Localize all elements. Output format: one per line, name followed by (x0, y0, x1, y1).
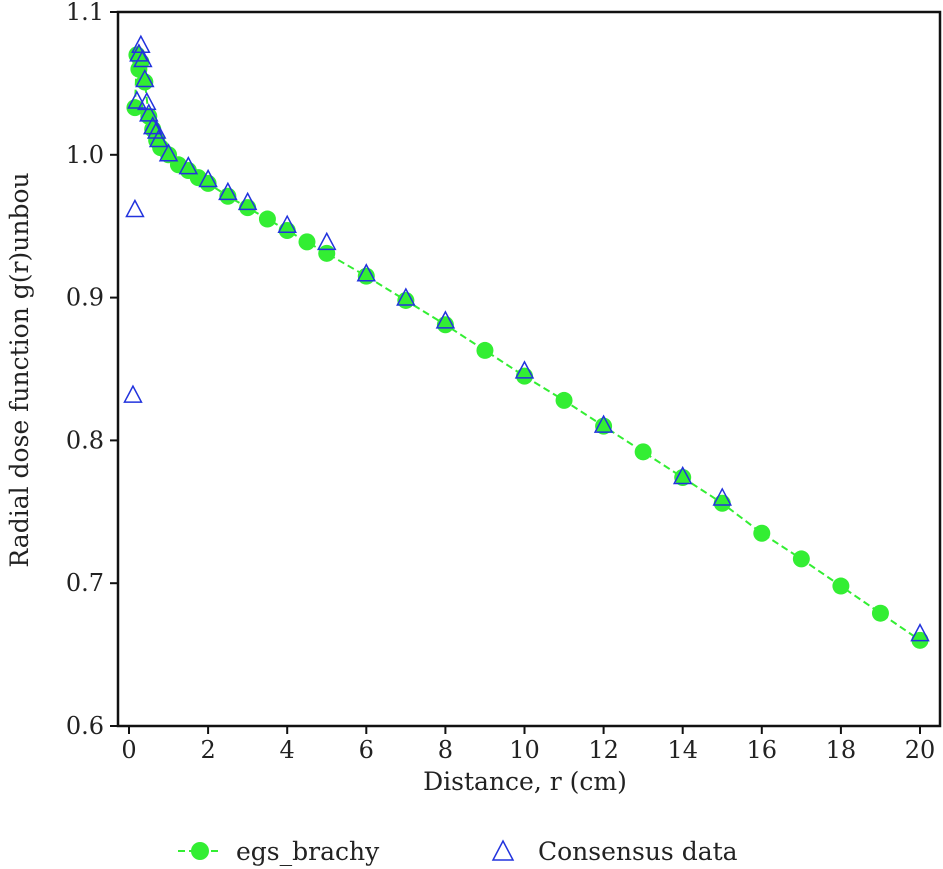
consensus-point (131, 34, 151, 54)
plot-area: 0 2 4 6 8 10 12 14 16 18 20 0.6 0.7 0.8 0.9 1.0 1.1 (66, 0, 942, 764)
y-tick-label: 1.0 (66, 141, 104, 169)
egs-brachy-point (516, 367, 533, 385)
consensus-point (356, 263, 377, 282)
x-tick-label: 16 (747, 736, 778, 764)
consensus-point (910, 623, 930, 642)
egs-brachy-point (476, 341, 494, 359)
egs-brachy-point (674, 469, 692, 487)
y-tick-label: 0.7 (66, 569, 104, 597)
egs-brachy-point (832, 577, 850, 595)
consensus-point (158, 143, 179, 162)
legend-consensus-marker (491, 839, 515, 861)
egs-brachy-point (792, 550, 810, 568)
egs-brachy-point (318, 244, 336, 262)
legend: egs_brachy Consensus data (178, 837, 738, 866)
consensus-point (148, 128, 169, 148)
consensus-point (435, 310, 456, 329)
consensus-point (139, 103, 159, 122)
consensus-point (317, 231, 337, 251)
consensus-point (218, 181, 238, 201)
legend-egs-marker (191, 842, 209, 860)
consensus-point (178, 156, 199, 175)
y-tick-label: 0.6 (66, 712, 104, 740)
consensus-point (277, 214, 297, 233)
x-tick-label: 18 (826, 736, 857, 764)
consensus-point (142, 116, 163, 135)
egs-brachy-point (753, 524, 771, 542)
legend-consensus-label: Consensus data (538, 837, 738, 866)
egs-brachy-point (298, 233, 316, 251)
consensus-point (198, 168, 218, 188)
x-tick-label: 20 (905, 736, 936, 764)
x-tick-label: 8 (438, 736, 453, 764)
egs-brachy-point (278, 221, 296, 239)
egs-brachy-point (132, 53, 150, 71)
x-tick-label: 10 (509, 736, 540, 764)
y-tick-label: 1.1 (66, 0, 104, 26)
egs-brachy-point (595, 417, 613, 435)
consensus-point (127, 90, 147, 109)
consensus-point (125, 198, 145, 218)
consensus-point (712, 487, 732, 506)
consensus-point (237, 191, 258, 211)
y-tick-label: 0.8 (66, 426, 104, 454)
egs-brachy-point (239, 199, 257, 217)
x-tick-label: 0 (121, 736, 136, 764)
consensus-point (396, 287, 416, 306)
plot-frame (116, 10, 942, 728)
egs-brachy-point (713, 494, 731, 512)
x-axis-label: Distance, r (cm) (423, 767, 627, 796)
egs-brachy-point (219, 187, 237, 205)
egs-brachy-point (199, 174, 217, 192)
x-tick-label: 14 (667, 736, 698, 764)
egs-brachy-point (436, 316, 454, 334)
x-tick-label: 6 (359, 736, 374, 764)
x-tick-label: 4 (280, 736, 295, 764)
consensus-point (123, 384, 143, 403)
consensus-point (135, 68, 155, 88)
consensus-point (672, 465, 693, 485)
egs-brachy-point (258, 210, 276, 228)
consensus-point (514, 360, 535, 379)
consensus-point (133, 48, 153, 68)
x-tick-label: 2 (200, 736, 215, 764)
y-tick-label: 0.9 (66, 284, 104, 312)
egs-brachy-point (871, 604, 889, 622)
egs-brachy-point (555, 391, 573, 409)
egs-brachy-point (634, 443, 652, 461)
legend-egs-label: egs_brachy (236, 837, 380, 866)
y-axis-label: Radial dose function g(r)unbou (5, 172, 34, 567)
x-tick-label: 12 (588, 736, 619, 764)
consensus-point (593, 414, 614, 433)
consensus-point (146, 120, 167, 139)
